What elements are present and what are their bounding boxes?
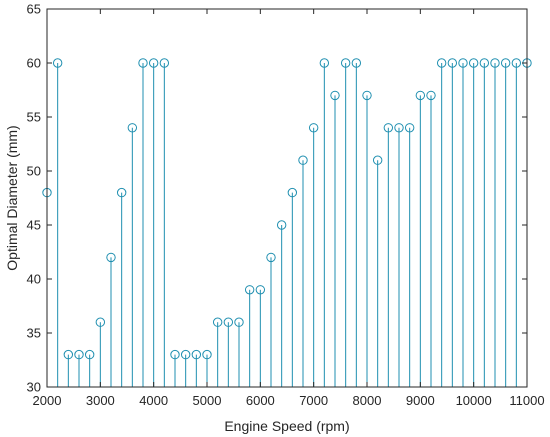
tick-labels-layer: 2000 3000 4000 5000 6000 7000 8000 9000 10000 110… [27, 2, 545, 409]
stem-marker [138, 58, 148, 68]
x-tick-label: 5000 [193, 393, 222, 408]
x-tick-label: 10000 [456, 393, 492, 408]
stem-marker [362, 90, 372, 101]
stem-marker [415, 90, 426, 101]
stem-marker [394, 123, 404, 133]
x-tick-label: 2000 [33, 393, 62, 408]
y-tick-label: 30 [27, 380, 41, 395]
ticks-layer [46, 8, 528, 388]
stem-marker [372, 155, 383, 165]
stem-marker [84, 349, 95, 360]
stem-marker [426, 90, 436, 101]
stem-marker [74, 349, 84, 360]
stem-marker [234, 317, 244, 327]
stem-marker [148, 58, 159, 68]
stem-marker [191, 349, 202, 360]
y-tick-label: 35 [27, 326, 41, 341]
stem-marker [500, 58, 511, 68]
x-tick-label: 7000 [299, 393, 328, 408]
y-tick-label: 65 [27, 2, 41, 17]
stem-marker [63, 349, 74, 360]
y-tick-label: 55 [27, 110, 41, 125]
stem-marker [52, 58, 63, 68]
stem-marker [202, 349, 212, 360]
stem-marker [468, 58, 479, 68]
plot-box [46, 8, 528, 388]
stem-marker [447, 58, 458, 68]
y-tick-label: 60 [27, 56, 41, 71]
stem-marker [458, 58, 468, 68]
x-tick-label: 11000 [509, 393, 544, 408]
stem-marker [127, 123, 138, 133]
stem-marker [95, 317, 106, 327]
stem-marker [223, 317, 234, 327]
stem-marker [319, 58, 330, 68]
stem-marker [330, 90, 340, 101]
y-axis-title: Optimal Diameter (mm) [4, 125, 20, 270]
stem-marker [287, 187, 298, 198]
stem-marker [106, 252, 116, 263]
stem-marker [308, 123, 319, 133]
stem-marker [244, 285, 255, 295]
y-tick-label: 45 [27, 218, 41, 233]
stem-marker [511, 58, 522, 68]
stem-marker [276, 220, 287, 230]
stem-marker [404, 123, 415, 133]
x-tick-label: 6000 [246, 393, 275, 408]
y-tick-label: 40 [27, 272, 41, 287]
stem-marker [180, 349, 191, 360]
stem-marker [255, 285, 266, 295]
stem-marker [170, 349, 180, 360]
y-tick-label: 50 [27, 164, 41, 179]
x-tick-label: 3000 [86, 393, 115, 408]
stem-marker [298, 155, 308, 165]
x-axis-title: Engine Speed (rpm) [224, 418, 349, 434]
stem-marker [116, 187, 127, 198]
stem-marker [340, 58, 351, 68]
x-tick-label: 9000 [406, 393, 435, 408]
stem-marker [159, 58, 170, 68]
stem-marker [351, 58, 362, 68]
x-tick-label: 4000 [139, 393, 168, 408]
stem-marker [383, 123, 394, 133]
stem-marker [266, 252, 276, 263]
stem-marker [212, 317, 223, 327]
plot-background [47, 9, 527, 387]
x-tick-label: 8000 [353, 393, 382, 408]
stem-marker [490, 58, 500, 68]
stem-marker [436, 58, 447, 68]
stem-marker [479, 58, 490, 68]
stems-layer [42, 58, 532, 387]
